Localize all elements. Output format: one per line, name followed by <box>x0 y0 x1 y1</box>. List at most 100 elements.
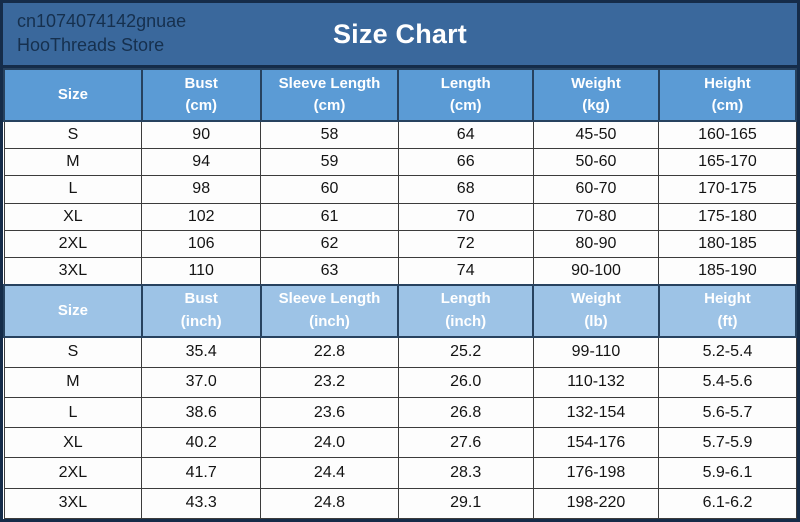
value-cell: 165-170 <box>658 148 797 177</box>
col-header: Size <box>3 283 143 339</box>
size-cell: M <box>3 366 143 399</box>
size-cell: 3XL <box>3 256 143 286</box>
value-cell: 5.4-5.6 <box>658 366 797 399</box>
value-cell: 176-198 <box>532 457 660 489</box>
value-cell: 27.6 <box>397 427 534 459</box>
value-cell: 5.6-5.7 <box>658 396 797 429</box>
table-row: L 98 60 68 60-70 170-175 <box>3 175 797 204</box>
col-header: Weight (lb) <box>532 283 660 339</box>
value-cell: 154-176 <box>532 427 660 459</box>
col-header-label: Size <box>57 301 88 319</box>
size-cell: 2XL <box>3 457 143 489</box>
table-row: 2XL 41.7 24.4 28.3 176-198 5.9-6.1 <box>3 457 797 489</box>
value-cell: 58 <box>260 120 399 150</box>
value-cell: 160-165 <box>658 120 797 150</box>
value-cell: 22.8 <box>260 336 399 368</box>
store-name: cn1074074142gnuae HooThreads Store <box>3 10 186 58</box>
col-header: Sleeve Length (cm) <box>259 67 400 123</box>
table-row: 3XL 110 63 74 90-100 185-190 <box>3 256 797 286</box>
col-header-label: Height <box>704 290 751 308</box>
value-cell: 68 <box>397 175 534 204</box>
col-header-unit: (cm) <box>449 97 482 115</box>
value-cell: 59 <box>260 148 399 177</box>
value-cell: 41.7 <box>141 457 262 489</box>
value-cell: 62 <box>260 229 399 258</box>
col-header-label: Height <box>704 74 751 92</box>
value-cell: 180-185 <box>658 229 797 258</box>
value-cell: 6.1-6.2 <box>658 487 797 520</box>
size-cell: 3XL <box>3 487 143 520</box>
col-header-label: Size <box>57 85 88 103</box>
value-cell: 110-132 <box>532 366 660 399</box>
col-header-label: Sleeve Length <box>278 74 381 92</box>
value-cell: 74 <box>397 256 534 286</box>
table-row: 2XL 106 62 72 80-90 180-185 <box>3 229 797 258</box>
value-cell: 60-70 <box>532 175 660 204</box>
value-cell: 25.2 <box>397 336 534 368</box>
col-header: Height (cm) <box>657 67 798 123</box>
value-cell: 5.2-5.4 <box>658 336 797 368</box>
col-header: Weight (kg) <box>532 67 660 123</box>
col-header: Length (inch) <box>397 283 535 339</box>
col-header-unit: (inch) <box>445 312 487 330</box>
table-row: S 90 58 64 45-50 160-165 <box>3 120 797 150</box>
size-cell: S <box>3 336 143 368</box>
col-header-label: Bust <box>184 74 218 92</box>
size-cell: M <box>3 148 143 177</box>
value-cell: 110 <box>141 256 262 286</box>
value-cell: 80-90 <box>532 229 660 258</box>
col-header-unit: (inch) <box>309 312 350 330</box>
value-cell: 66 <box>397 148 534 177</box>
value-cell: 170-175 <box>658 175 797 204</box>
col-header-unit: (lb) <box>584 312 608 330</box>
store-name-line: HooThreads Store <box>17 35 165 55</box>
col-header: Bust (inch) <box>140 283 262 339</box>
col-header-label: Bust <box>184 290 218 308</box>
col-header-unit: (kg) <box>582 97 610 115</box>
col-header-unit: (cm) <box>313 97 346 115</box>
col-header-unit: (cm) <box>185 97 218 115</box>
value-cell: 94 <box>141 148 262 177</box>
size-cell: 2XL <box>3 229 143 258</box>
table-wrap: Size Bust (cm) Sleeve Length (cm) Length (cm) W… <box>3 67 798 520</box>
col-header-label: Sleeve Length <box>278 290 381 308</box>
col-header-label: Length <box>440 290 491 308</box>
value-cell: 23.6 <box>260 396 399 429</box>
col-header: Sleeve Length (inch) <box>259 283 400 339</box>
size-cell: L <box>3 175 143 204</box>
table-body: Size Bust (cm) Sleeve Length (cm) Length (cm) W… <box>3 67 798 520</box>
value-cell: 26.0 <box>397 366 534 399</box>
table-row: M 37.0 23.2 26.0 110-132 5.4-5.6 <box>3 366 797 399</box>
value-cell: 45-50 <box>532 120 660 150</box>
value-cell: 99-110 <box>532 336 660 368</box>
size-cell: S <box>3 120 143 150</box>
col-header: Size <box>3 67 143 123</box>
value-cell: 63 <box>260 256 399 286</box>
value-cell: 43.3 <box>141 487 262 520</box>
value-cell: 24.0 <box>260 427 399 459</box>
col-header: Height (ft) <box>657 283 798 339</box>
size-cell: L <box>3 396 143 429</box>
value-cell: 72 <box>397 229 534 258</box>
value-cell: 28.3 <box>397 457 534 489</box>
value-cell: 198-220 <box>532 487 660 520</box>
col-header-unit: (inch) <box>180 312 222 330</box>
size-cell: XL <box>3 202 143 231</box>
value-cell: 35.4 <box>141 336 262 368</box>
value-cell: 70 <box>397 202 534 231</box>
col-header-label: Length <box>440 74 491 92</box>
value-cell: 40.2 <box>141 427 262 459</box>
col-header-label: Weight <box>571 290 621 308</box>
value-cell: 5.7-5.9 <box>658 427 797 459</box>
value-cell: 61 <box>260 202 399 231</box>
col-header: Length (cm) <box>397 67 535 123</box>
col-header: Bust (cm) <box>140 67 262 123</box>
value-cell: 64 <box>397 120 534 150</box>
table-row: M 94 59 66 50-60 165-170 <box>3 148 797 177</box>
value-cell: 29.1 <box>397 487 534 520</box>
table-row: XL 102 61 70 70-80 175-180 <box>3 202 797 231</box>
value-cell: 37.0 <box>141 366 262 399</box>
value-cell: 38.6 <box>141 396 262 429</box>
table-row: 3XL 43.3 24.8 29.1 198-220 6.1-6.2 <box>3 487 797 520</box>
